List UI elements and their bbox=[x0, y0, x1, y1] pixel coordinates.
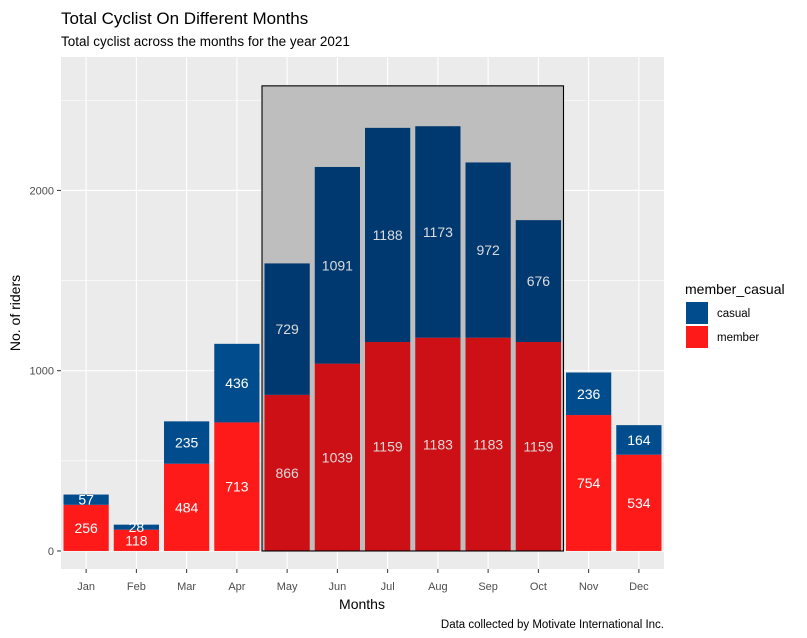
y-tick-label: 2000 bbox=[30, 185, 54, 197]
bar-label-member-nov: 754 bbox=[577, 475, 601, 491]
bar-casual-feb bbox=[113, 524, 159, 530]
x-tick-label: Apr bbox=[228, 581, 245, 593]
bar-label-member-feb: 118 bbox=[125, 532, 148, 548]
legend-title: member_casual bbox=[685, 281, 785, 297]
bar-label-casual-jun: 1091 bbox=[322, 257, 353, 273]
bar-label-member-jan: 256 bbox=[74, 520, 98, 536]
y-axis-title: No. of riders bbox=[7, 275, 23, 351]
bar-casual-dec bbox=[616, 425, 662, 455]
bar-label-casual-oct: 676 bbox=[527, 273, 551, 289]
bar-label-member-jul: 1159 bbox=[373, 438, 403, 454]
legend-label-member: member bbox=[717, 332, 759, 344]
bar-member-nov bbox=[566, 415, 612, 551]
highlight-box-layer bbox=[261, 85, 565, 552]
bar-label-member-oct: 1159 bbox=[523, 438, 553, 454]
bar-casual-jul bbox=[365, 127, 411, 343]
bar-label-casual-aug: 1173 bbox=[423, 224, 453, 240]
x-axis-title: Months bbox=[339, 596, 385, 612]
x-tick-label: Dec bbox=[629, 581, 649, 593]
bar-label-casual-nov: 236 bbox=[577, 386, 601, 402]
highlight-fill bbox=[262, 85, 564, 551]
chart-subtitle: Total cyclist across the months for the … bbox=[61, 34, 350, 49]
legend-label-casual: casual bbox=[717, 308, 750, 320]
bar-member-jan bbox=[63, 504, 109, 551]
y-tick-label: 0 bbox=[48, 546, 54, 558]
x-tick-label: Aug bbox=[428, 581, 448, 593]
highlight-box bbox=[261, 85, 565, 552]
highlight-region bbox=[262, 85, 564, 551]
bar-label-casual-mar: 235 bbox=[175, 435, 199, 451]
bar-label-member-dec: 534 bbox=[627, 495, 651, 511]
bar-label-casual-jan: 57 bbox=[78, 492, 94, 508]
y-tick-label: 1000 bbox=[30, 366, 54, 378]
bar-member-feb bbox=[113, 529, 159, 551]
bar-member-dec bbox=[616, 454, 662, 551]
bar-label-casual-sep: 972 bbox=[476, 242, 500, 258]
chart-caption: Data collected by Motivate International… bbox=[441, 619, 664, 631]
bar-casual-jan bbox=[63, 494, 109, 505]
x-tick-label: Oct bbox=[530, 581, 547, 593]
bar-member-apr bbox=[214, 422, 260, 551]
bar-casual-may bbox=[264, 263, 310, 395]
bar-label-casual-jul: 1188 bbox=[373, 227, 403, 243]
bar-member-jun bbox=[314, 363, 360, 551]
bar-member-jul bbox=[365, 342, 411, 551]
x-tick-label: Feb bbox=[127, 581, 146, 593]
chart-title: Total Cyclist On Different Months bbox=[61, 9, 308, 28]
x-tick-label: Jul bbox=[381, 581, 395, 593]
bar-label-member-sep: 1183 bbox=[473, 436, 503, 452]
bar-label-member-mar: 484 bbox=[175, 499, 199, 515]
legend-key-casual bbox=[686, 302, 708, 324]
bar-member-sep bbox=[465, 337, 511, 551]
bar-casual-oct bbox=[515, 220, 561, 343]
bar-casual-aug bbox=[415, 126, 461, 338]
x-tick-label: Nov bbox=[579, 581, 599, 593]
bar-member-oct bbox=[515, 342, 561, 551]
bar-casual-nov bbox=[566, 372, 612, 416]
legend: member_casual casual member bbox=[685, 281, 785, 348]
bar-casual-mar bbox=[164, 421, 210, 464]
bar-label-member-jun: 1039 bbox=[322, 449, 353, 465]
x-axis: Jan Feb Mar Apr May Jun Jul Aug Sep Oct Nov Dec bbox=[77, 569, 649, 593]
legend-key-member bbox=[686, 326, 708, 348]
bar-casual-apr bbox=[214, 343, 260, 423]
bar-label-member-apr: 713 bbox=[225, 479, 249, 495]
bars bbox=[63, 126, 662, 551]
bar-label-casual-dec: 164 bbox=[627, 432, 651, 448]
x-tick-label: Sep bbox=[478, 581, 498, 593]
x-tick-label: Jan bbox=[77, 581, 95, 593]
y-axis: 0 1000 2000 bbox=[30, 185, 61, 558]
bar-member-aug bbox=[415, 337, 461, 551]
bar-label-member-may: 866 bbox=[275, 465, 299, 481]
bar-casual-sep bbox=[465, 162, 511, 338]
bar-member-mar bbox=[164, 463, 210, 551]
bar-casual-jun bbox=[314, 166, 360, 364]
bar-label-casual-feb: 28 bbox=[129, 519, 145, 535]
x-tick-label: May bbox=[277, 581, 298, 593]
bar-label-member-aug: 1183 bbox=[423, 436, 453, 452]
bar-label-casual-may: 729 bbox=[275, 321, 299, 337]
bar-member-may bbox=[264, 394, 310, 551]
bar-label-casual-apr: 436 bbox=[225, 375, 249, 391]
x-tick-label: Mar bbox=[177, 581, 196, 593]
x-tick-label: Jun bbox=[329, 581, 347, 593]
